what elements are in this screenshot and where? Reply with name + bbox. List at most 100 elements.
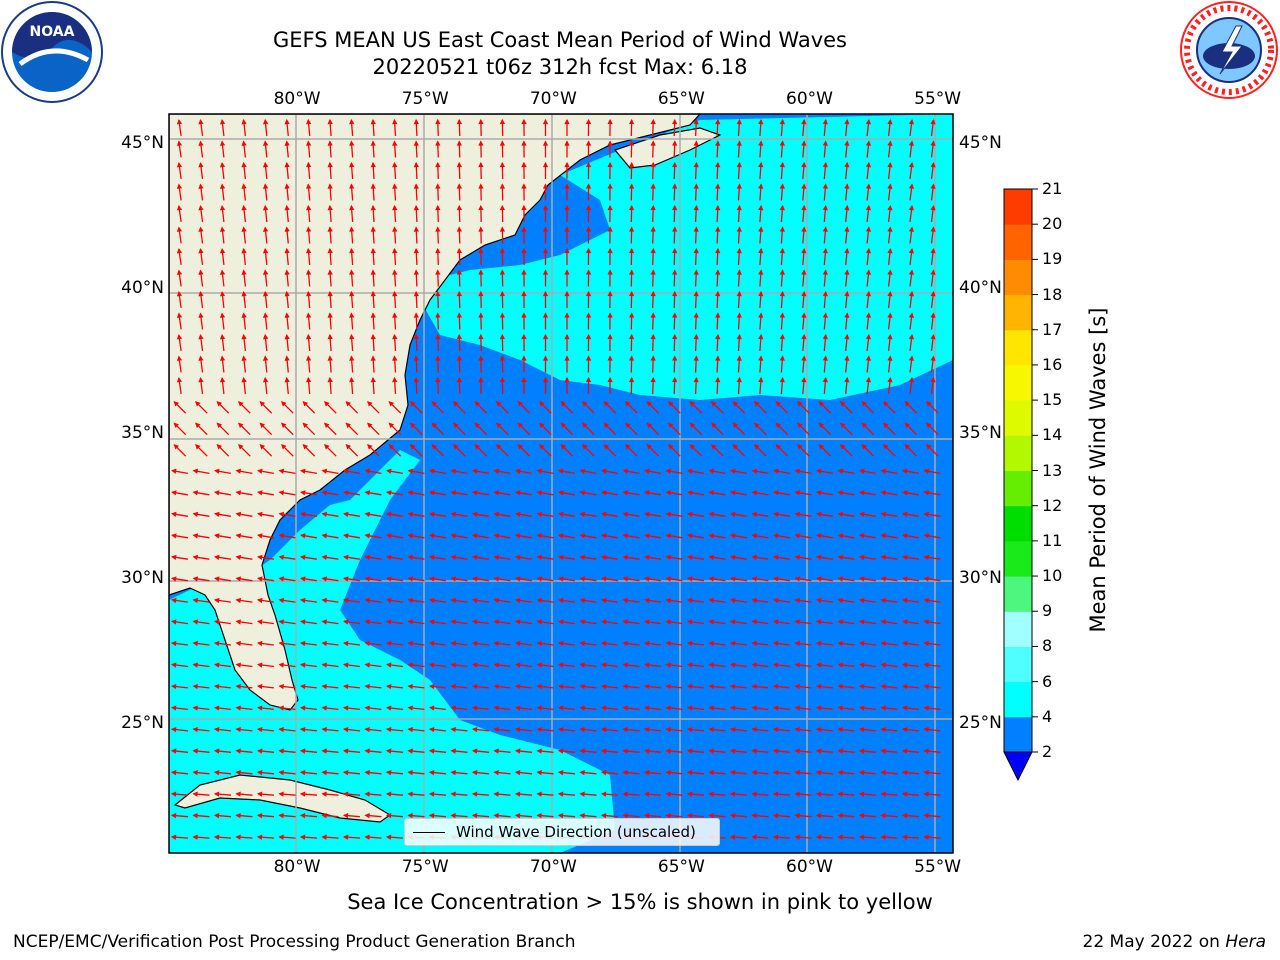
wave-direction-arrowhead xyxy=(887,312,893,318)
wave-direction-arrowhead xyxy=(650,204,656,211)
lon-label-top: 60°W xyxy=(786,89,833,109)
wave-direction-arrowhead xyxy=(284,140,290,146)
wave-direction-arrowhead xyxy=(837,511,844,517)
wave-direction-arrowhead xyxy=(887,291,893,297)
wave-direction-arrowhead xyxy=(729,748,736,754)
wave-direction-arrowhead xyxy=(801,290,807,297)
lon-label-top: 80°W xyxy=(273,89,321,109)
wave-direction-arrowhead xyxy=(300,533,306,539)
wave-direction-arrowhead xyxy=(343,533,349,539)
wave-direction-arrowhead xyxy=(386,683,392,690)
wave-direction-arrowhead xyxy=(650,269,656,275)
wave-direction-arrowhead xyxy=(816,468,822,474)
wave-direction-arrowhead xyxy=(300,662,306,668)
wave-direction-arrowhead xyxy=(385,770,392,776)
wave-direction-arrowhead xyxy=(536,576,543,582)
wave-direction-arrowhead xyxy=(751,791,757,797)
wave-direction-arrowhead xyxy=(235,748,241,754)
wave-direction-arrowhead xyxy=(558,619,564,625)
wave-direction-arrowhead xyxy=(235,576,242,582)
wave-direction-arrowhead xyxy=(176,205,183,211)
wave-direction-arrowhead xyxy=(278,834,284,840)
wave-direction-arrowhead xyxy=(772,490,779,496)
wave-direction-arrowhead xyxy=(887,226,893,232)
wave-direction-arrowhead xyxy=(930,334,936,340)
wave-direction-arrowhead xyxy=(672,355,678,361)
wave-direction-arrowhead xyxy=(665,619,671,625)
wave-direction-arrowhead xyxy=(628,183,635,189)
wave-direction-arrowhead xyxy=(579,705,585,711)
wave-direction-arrowhead xyxy=(306,161,312,168)
lon-label-bottom: 75°W xyxy=(401,857,449,877)
wave-direction-arrowhead xyxy=(858,770,865,776)
wave-direction-arrowhead xyxy=(171,640,177,647)
wave-direction-arrowhead xyxy=(622,726,628,733)
lon-label-bottom: 65°W xyxy=(657,857,705,877)
wave-direction-arrowhead xyxy=(557,813,564,819)
wave-direction-arrowhead xyxy=(327,312,333,318)
wave-direction-arrowhead xyxy=(257,468,263,474)
wave-direction-arrowhead xyxy=(278,705,284,711)
wave-direction-arrowhead xyxy=(235,705,241,711)
wave-direction-arrowhead xyxy=(601,554,607,560)
wave-direction-arrowhead xyxy=(235,468,242,474)
wave-direction-arrowhead xyxy=(715,183,721,189)
wave-direction-arrowhead xyxy=(837,619,843,625)
wave-direction-arrowhead xyxy=(499,183,506,189)
wave-direction-arrowhead xyxy=(499,376,506,383)
wave-direction-arrowhead xyxy=(192,683,198,690)
wave-direction-arrowhead xyxy=(772,770,779,776)
wave-direction-arrowhead xyxy=(192,640,198,647)
wave-direction-arrowhead xyxy=(558,511,564,517)
wave-direction-arrowhead xyxy=(730,468,736,474)
map-legend: Wind Wave Direction (unscaled) xyxy=(404,818,720,846)
wave-direction-arrowhead xyxy=(349,312,355,318)
wave-direction-arrowhead xyxy=(474,443,481,450)
wave-direction-arrowhead xyxy=(758,118,764,125)
wave-direction-arrowhead xyxy=(407,791,413,797)
wave-direction-arrowhead xyxy=(386,511,392,517)
wave-direction-arrowhead xyxy=(306,226,312,232)
wave-direction-arrowhead xyxy=(214,683,220,690)
wave-direction-arrowhead xyxy=(844,204,850,211)
wave-direction-arrowhead xyxy=(278,683,284,690)
wave-direction-arrowhead xyxy=(815,791,822,797)
wave-direction-arrowhead xyxy=(194,400,201,407)
wave-direction-arrowhead xyxy=(456,140,463,146)
wave-direction-arrowhead xyxy=(192,770,198,776)
wave-direction-arrowhead xyxy=(585,226,592,232)
wave-direction-arrowhead xyxy=(687,683,693,690)
wave-direction-arrowhead xyxy=(235,662,241,668)
wave-direction-arrowhead xyxy=(176,226,183,232)
colorbar-segment xyxy=(1004,294,1032,331)
wave-direction-arrowhead xyxy=(472,705,478,711)
wave-direction-arrowhead xyxy=(278,748,284,754)
wave-direction-arrowhead xyxy=(499,333,506,340)
wave-direction-arrowhead xyxy=(600,726,607,733)
wave-direction-arrowhead xyxy=(564,290,570,297)
wave-direction-arrowhead xyxy=(429,705,435,711)
wave-direction-arrowhead xyxy=(667,422,674,429)
wave-direction-arrowhead xyxy=(908,291,915,297)
wave-direction-arrowhead xyxy=(865,140,872,146)
wave-direction-arrowhead xyxy=(708,576,715,582)
wave-direction-arrowhead xyxy=(908,183,915,189)
wave-direction-arrowhead xyxy=(708,554,715,560)
colorbar-segment xyxy=(1004,189,1032,225)
wave-direction-arrowhead xyxy=(170,770,177,776)
wave-direction-arrowhead xyxy=(173,422,180,429)
wave-direction-arrowhead xyxy=(558,533,564,539)
wave-direction-arrowhead xyxy=(859,640,865,647)
wave-direction-arrowhead xyxy=(536,683,542,690)
wave-direction-arrowhead xyxy=(794,813,800,819)
wave-direction-arrowhead xyxy=(256,791,263,797)
wave-direction-arrowhead xyxy=(241,312,247,318)
wave-direction-arrowhead xyxy=(601,511,607,517)
wave-direction-arrowhead xyxy=(321,533,328,539)
wave-direction-arrowhead xyxy=(822,376,828,383)
wave-direction-arrowhead xyxy=(901,791,908,797)
lon-label-top: 55°W xyxy=(914,89,962,109)
wave-direction-arrowhead xyxy=(521,355,527,361)
wave-direction-arrowhead xyxy=(170,490,177,496)
wave-direction-arrowhead xyxy=(176,248,183,254)
